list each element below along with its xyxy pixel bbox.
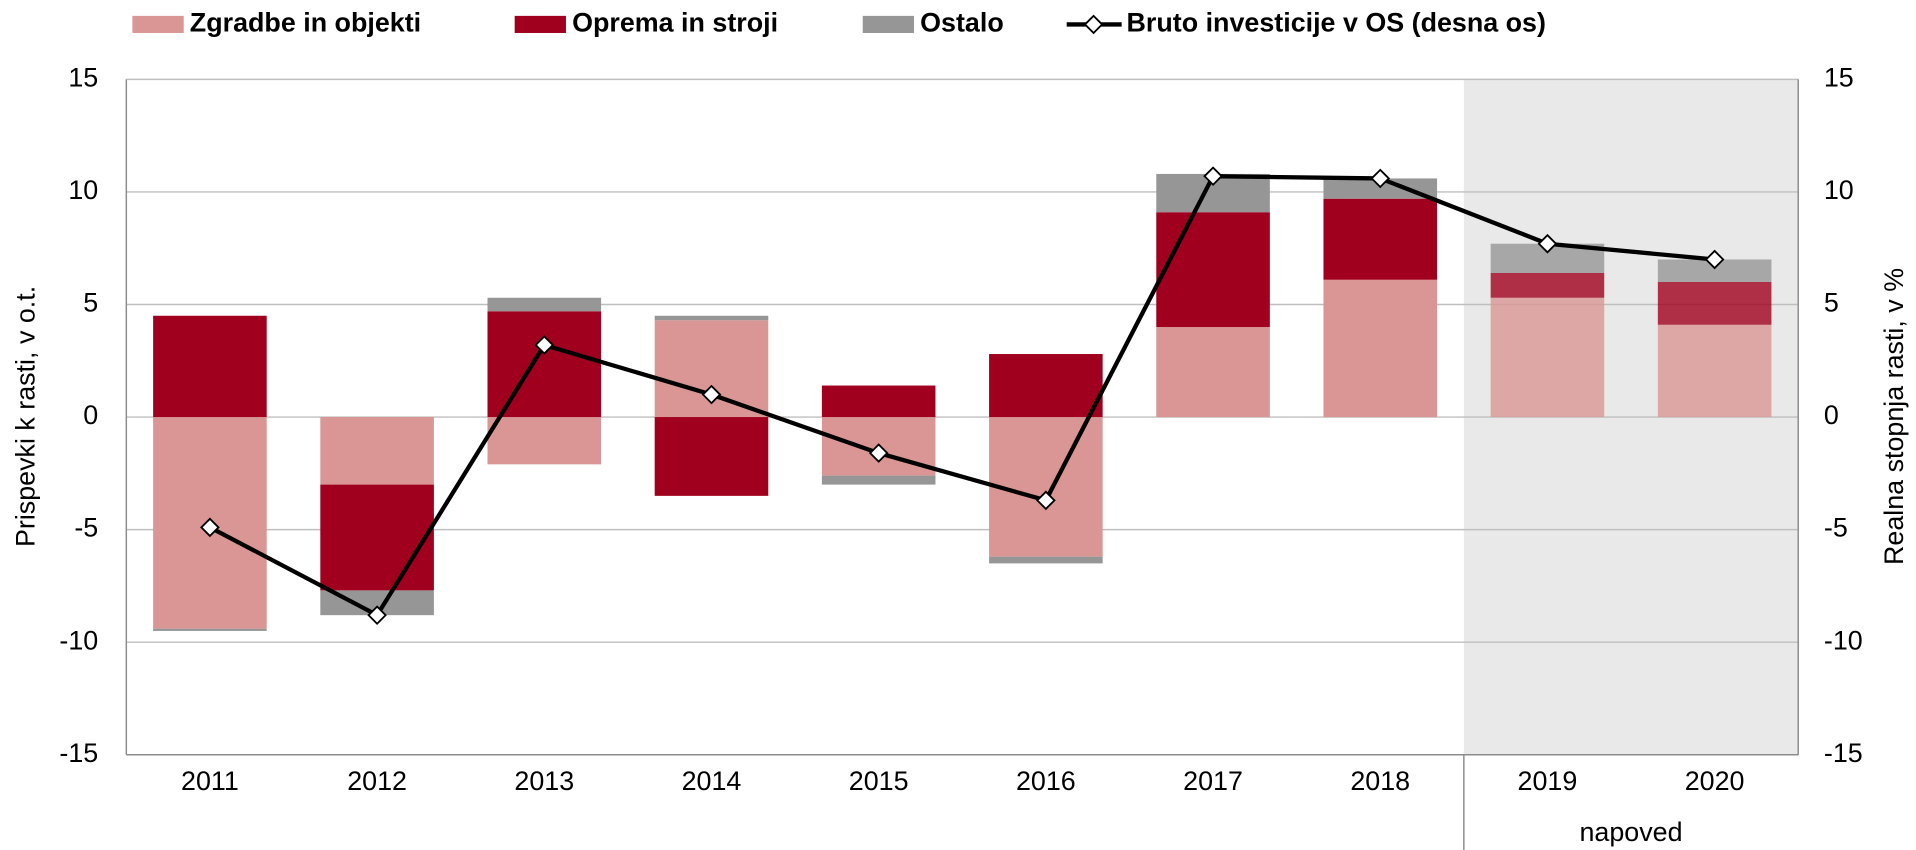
bar <box>1156 212 1270 328</box>
y-tick-label: 0 <box>83 400 98 430</box>
bar <box>1490 297 1605 418</box>
bar <box>1323 178 1438 199</box>
bar <box>1657 281 1772 325</box>
x-tick-label: 2011 <box>181 766 239 796</box>
bar <box>487 297 602 312</box>
annotation: napoved <box>1580 817 1683 847</box>
y2-tick-label: 5 <box>1824 288 1839 318</box>
bar <box>821 475 936 485</box>
bar <box>989 556 1103 564</box>
marker <box>1370 168 1391 189</box>
legend-swatch <box>862 15 915 33</box>
bar <box>1156 327 1270 418</box>
y-tick-label: -5 <box>74 513 98 543</box>
bar <box>821 385 936 418</box>
x-tick-label: 2012 <box>347 766 407 796</box>
marker <box>534 335 555 355</box>
x-tick-label: 2017 <box>1183 766 1243 796</box>
line <box>208 174 1715 618</box>
y-axis-label: Prispevki k rasti, v o.t. <box>10 286 40 547</box>
y2-tick-label: -5 <box>1824 513 1848 543</box>
x-tick-label: 2019 <box>1518 766 1578 796</box>
legend-label: Zgradbe in objekti <box>190 8 421 38</box>
y2-tick-label: -10 <box>1824 625 1863 655</box>
bar <box>487 311 602 418</box>
bar <box>1323 198 1438 280</box>
bar <box>153 628 267 631</box>
y-tick-label: -10 <box>59 625 98 655</box>
legend-label: Ostalo <box>920 8 1004 38</box>
legend-label: Bruto investicije v OS (desna os) <box>1127 8 1546 38</box>
y2-tick-label: 15 <box>1824 62 1854 92</box>
marker <box>1704 249 1725 270</box>
legend-swatch <box>132 15 184 33</box>
x-tick-label: 2016 <box>1016 766 1076 796</box>
bar <box>487 417 602 465</box>
marker <box>868 443 889 463</box>
bar <box>320 417 434 485</box>
marker <box>367 605 387 626</box>
y-tick-label: -15 <box>59 738 98 768</box>
marker <box>1537 233 1558 254</box>
bar <box>1323 279 1438 418</box>
y-tick-label: 10 <box>68 175 98 205</box>
legend-swatch <box>514 15 566 33</box>
legend-label: Oprema in stroji <box>572 8 778 38</box>
legend-marker <box>1083 14 1104 35</box>
bar <box>1490 272 1605 298</box>
marker <box>1203 166 1223 187</box>
x-tick-label: 2018 <box>1350 766 1410 796</box>
bar <box>1657 259 1772 282</box>
x-tick-label: 2013 <box>514 766 574 796</box>
bar <box>989 417 1103 557</box>
marker <box>1036 490 1056 511</box>
x-tick-label: 2020 <box>1685 766 1745 796</box>
bar <box>654 315 769 321</box>
bar <box>989 354 1103 418</box>
y2-tick-label: -15 <box>1824 738 1863 768</box>
y2-tick-label: 0 <box>1824 400 1839 430</box>
bar <box>1657 324 1772 418</box>
x-tick-label: 2014 <box>682 766 742 796</box>
y-tick-label: 15 <box>68 62 98 92</box>
y2-tick-label: 10 <box>1824 175 1854 205</box>
marker <box>200 517 220 538</box>
bar <box>320 484 434 591</box>
bar <box>654 417 769 496</box>
bar <box>153 315 267 418</box>
y-tick-label: 5 <box>83 288 98 318</box>
x-tick-label: 2015 <box>849 766 909 796</box>
marker <box>701 384 722 405</box>
y2-axis-label: Realna stopnja rasti, v % <box>1879 268 1909 565</box>
